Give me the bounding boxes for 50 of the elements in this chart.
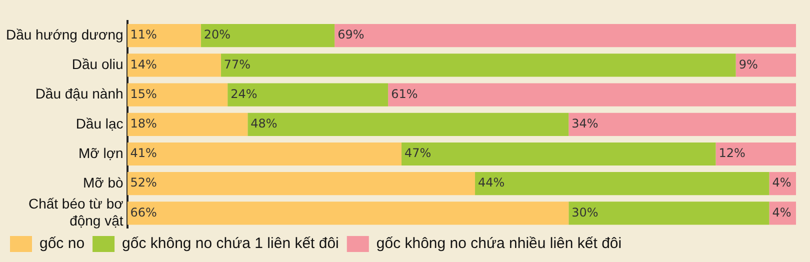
bar [127,142,402,166]
data-label: 30% [572,205,598,220]
data-label: 48% [250,116,278,131]
data-label: 69% [338,28,364,42]
data-label: 20% [204,28,231,42]
data-label: 44% [478,176,505,190]
bar [127,54,221,77]
data-label: 9% [738,57,758,72]
y-tick-label: Dầu hướng dương [6,26,124,42]
bar [127,83,228,106]
data-label: 41% [130,146,157,160]
y-tick-label: Dầu oliu [72,56,124,72]
data-label: 34% [572,116,598,131]
data-label: 14% [130,57,157,72]
bar [127,202,569,225]
bar [736,54,796,77]
bar [568,202,770,225]
data-label: 18% [130,116,157,131]
bar [127,172,476,196]
bar [568,112,796,136]
data-label: 52% [130,176,157,190]
bar [127,112,248,136]
legend-label: gốc no [40,235,85,252]
data-label: 15% [130,86,157,101]
bar [475,172,770,196]
bar [220,54,736,77]
data-label: 77% [224,57,251,72]
y-tick-label: Dầu đậu nành [35,86,124,102]
data-label: 61% [391,86,418,101]
data-label: 24% [230,86,258,101]
bar [334,24,796,48]
bar [716,142,796,166]
bar [401,142,716,166]
data-label: 66% [130,205,157,220]
y-tick-label: Dầu lạc [76,115,124,132]
bar [388,83,796,106]
data-label: 12% [718,146,746,160]
legend-label: gốc không no chứa 1 liên kết đôi [122,235,339,252]
bar [200,24,335,48]
data-label: 4% [772,205,792,220]
legend-label: gốc không no chứa nhiều liên kết đôi [376,235,622,252]
data-label: 11% [130,28,157,42]
bar [248,112,569,136]
y-tick-label: Mỡ bò [82,174,124,190]
y-tick-label: Mỡ lợn [78,144,124,161]
y-tick-label: Chất béo từ bơ động vật [28,196,124,228]
data-label: 47% [404,146,432,160]
bar [127,24,201,48]
bar [228,83,388,106]
data-label: 4% [772,176,792,190]
